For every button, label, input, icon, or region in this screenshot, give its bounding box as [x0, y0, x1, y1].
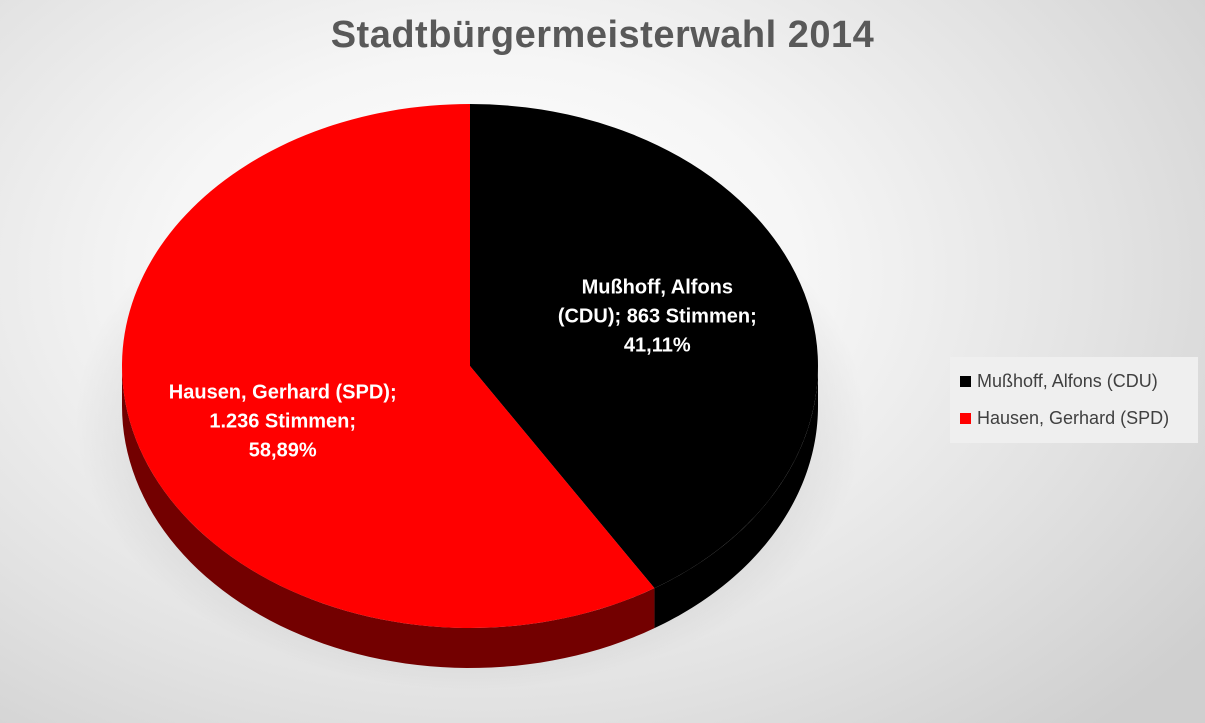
pie-slice-spd: [121, 104, 655, 628]
pie-side-cdu: [654, 366, 818, 629]
legend-swatch-spd: [960, 413, 971, 424]
chart-title: Stadtbürgermeisterwahl 2014: [330, 14, 875, 56]
data-label-cdu: Mußhoff, Alfons (CDU); 863 Stimmen; 41,11%: [558, 277, 757, 357]
pie-side-spd: [122, 366, 655, 668]
legend-label-cdu: Mußhoff, Alfons (CDU): [977, 371, 1158, 391]
legend-item-spd: Hausen, Gerhard (SPD): [960, 404, 1169, 432]
data-label-spd: Hausen, Gerhard (SPD); 1.236 Stimmen; 58,8…: [169, 381, 397, 461]
legend-item-cdu: Mußhoff, Alfons (CDU): [960, 367, 1158, 395]
legend-swatch-cdu: [960, 376, 971, 387]
pie-slice-cdu: [470, 104, 818, 589]
legend: Mußhoff, Alfons (CDU) Hausen, Gerhard (S…: [950, 357, 1198, 443]
legend-label-spd: Hausen, Gerhard (SPD): [977, 408, 1170, 428]
